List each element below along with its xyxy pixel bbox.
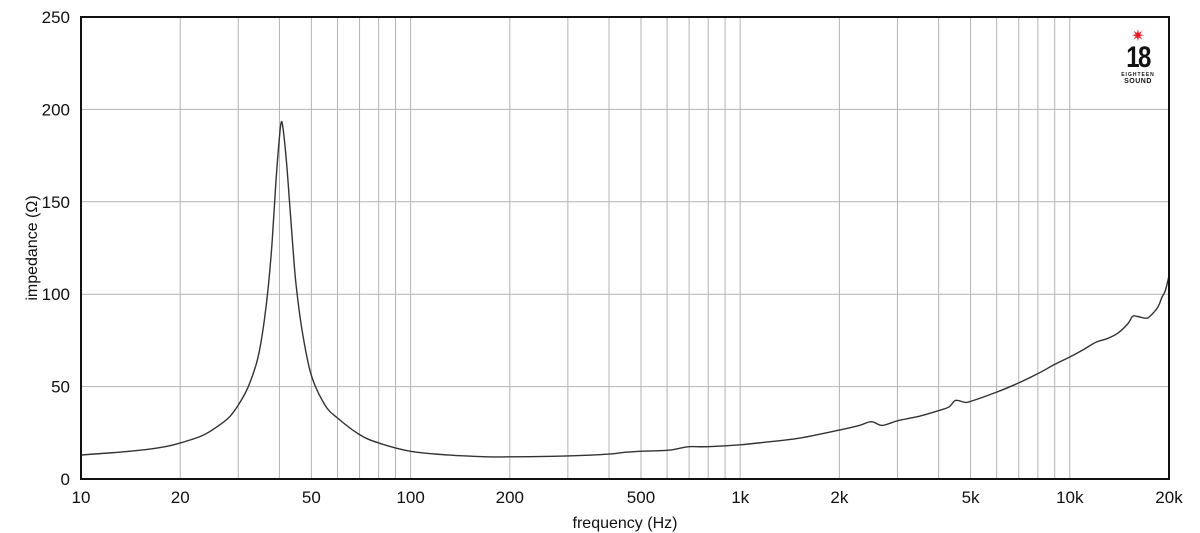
y-tick-label: 150 — [42, 193, 70, 212]
y-tick-label: 200 — [42, 100, 70, 119]
x-tick-label: 1k — [731, 488, 749, 507]
y-tick-label: 50 — [51, 378, 70, 397]
x-tick-label: 20 — [171, 488, 190, 507]
x-axis-label: frequency (Hz) — [573, 515, 678, 532]
x-tick-label: 500 — [627, 488, 655, 507]
star-icon: ✷ — [1131, 28, 1145, 45]
y-axis-ticks: 0 50 100 150 200 250 — [42, 8, 70, 489]
impedance-line — [80, 120, 1170, 458]
grid-lines — [81, 17, 1169, 479]
logo-line2: SOUND — [1124, 78, 1152, 85]
x-tick-label: 10 — [72, 488, 91, 507]
logo-line1: EIGHTEEN — [1121, 72, 1155, 78]
y-tick-label: 0 — [61, 470, 70, 489]
x-tick-label: 5k — [962, 488, 980, 507]
y-axis-label: impedance (Ω) — [24, 195, 41, 300]
x-tick-label: 2k — [830, 488, 848, 507]
x-tick-label: 50 — [302, 488, 321, 507]
plot-frame — [80, 16, 1170, 480]
x-tick-label: 100 — [396, 488, 424, 507]
x-tick-label: 20k — [1155, 488, 1183, 507]
x-tick-label: 10k — [1056, 488, 1084, 507]
logo-number: 18 — [1126, 41, 1151, 74]
impedance-curve — [80, 120, 1170, 458]
x-axis-ticks: 10 20 50 100 200 500 1k 2k 5k 10k 20k — [72, 488, 1184, 507]
x-tick-label: 200 — [496, 488, 524, 507]
brand-logo: ✷ 18 EIGHTEEN SOUND — [1118, 28, 1158, 86]
y-tick-label: 100 — [42, 285, 70, 304]
y-tick-label: 250 — [42, 8, 70, 27]
